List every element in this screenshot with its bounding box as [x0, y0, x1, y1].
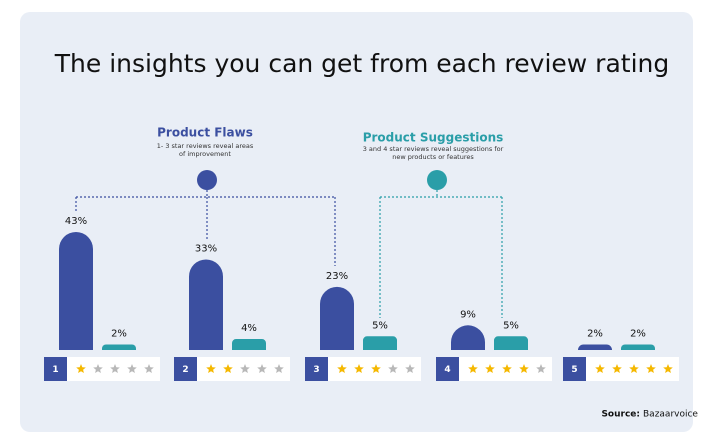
value-label: 33%	[195, 243, 217, 254]
value-label: 43%	[65, 216, 87, 227]
bar	[621, 344, 655, 350]
star-empty	[257, 364, 267, 373]
star-filled	[502, 364, 512, 373]
category-label: 1	[52, 365, 58, 375]
star-empty	[93, 364, 103, 373]
category-label: 3	[313, 365, 319, 375]
star-filled	[206, 364, 216, 373]
suggestions-text: 3 and 4 star reviews reveal suggestions …	[363, 145, 504, 153]
star-filled	[629, 364, 639, 373]
flaws-connector	[75, 190, 336, 266]
star-filled	[595, 364, 605, 373]
bar	[102, 344, 136, 350]
bar	[189, 259, 223, 350]
star-empty	[144, 364, 154, 373]
bar	[232, 339, 266, 350]
star-filled	[646, 364, 656, 373]
category-label: 4	[444, 365, 450, 375]
star-filled	[663, 364, 673, 373]
value-label: 2%	[587, 329, 603, 340]
star-filled	[223, 364, 233, 373]
bar	[59, 232, 93, 350]
rating-badge	[174, 357, 197, 381]
bar	[451, 325, 485, 350]
star-filled	[519, 364, 529, 373]
category-label: 2	[182, 365, 188, 375]
rating-badge	[305, 357, 328, 381]
panel	[20, 12, 693, 432]
star-empty	[405, 364, 415, 373]
value-label: 5%	[372, 320, 388, 331]
flaws-text: of improvement	[179, 150, 231, 158]
star-filled	[612, 364, 622, 373]
star-empty	[388, 364, 398, 373]
bar	[578, 344, 612, 350]
suggestions-text: new products or features	[392, 153, 474, 161]
value-label: 2%	[111, 329, 127, 340]
suggestions-connector	[379, 190, 503, 318]
star-empty	[110, 364, 120, 373]
star-filled	[485, 364, 495, 373]
star-filled	[371, 364, 381, 373]
star-filled	[337, 364, 347, 373]
flaws-text: 1- 3 star reviews reveal areas	[157, 142, 254, 150]
category-label: 5	[571, 365, 577, 375]
suggestions-title: Product Suggestions	[363, 131, 504, 145]
bar	[320, 286, 354, 350]
star-filled	[76, 364, 86, 373]
value-label: 23%	[326, 271, 348, 282]
value-label: 9%	[460, 309, 476, 320]
rating-badge	[44, 357, 67, 381]
rating-badge	[436, 357, 459, 381]
star-filled	[354, 364, 364, 373]
source-label: Source:	[601, 410, 640, 420]
star-empty	[240, 364, 250, 373]
star-empty	[536, 364, 546, 373]
chart-title: The insights you can get from each revie…	[54, 49, 669, 78]
suggestions-node	[427, 170, 447, 190]
source: Bazaarvoice	[643, 410, 698, 420]
flaws-title: Product Flaws	[157, 126, 253, 140]
bar	[363, 336, 397, 350]
star-empty	[274, 364, 284, 373]
star-empty	[127, 364, 137, 373]
star-filled	[468, 364, 478, 373]
flaws-node	[197, 170, 217, 190]
value-label: 5%	[503, 320, 519, 331]
bar	[494, 336, 528, 350]
value-label: 2%	[630, 329, 646, 340]
rating-badge	[563, 357, 586, 381]
value-label: 4%	[241, 323, 257, 334]
